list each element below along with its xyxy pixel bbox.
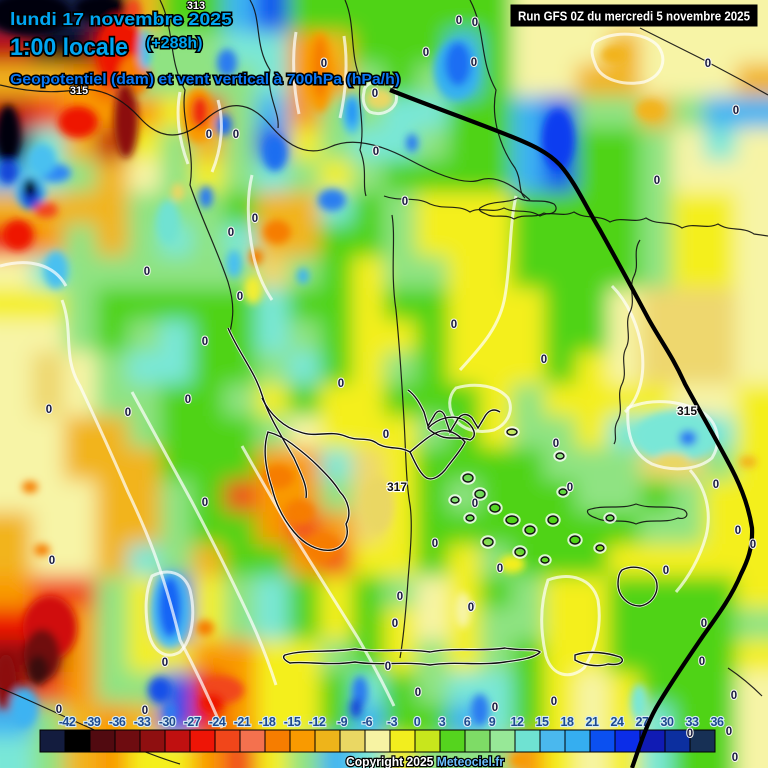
svg-text:313: 313 — [187, 0, 205, 12]
svg-text:3: 3 — [439, 715, 446, 729]
svg-text:-33: -33 — [134, 715, 151, 729]
svg-text:0: 0 — [471, 57, 477, 69]
svg-text:0: 0 — [713, 479, 719, 491]
svg-text:0: 0 — [233, 129, 239, 141]
svg-text:-36: -36 — [109, 715, 126, 729]
svg-text:0: 0 — [699, 656, 705, 668]
svg-text:0: 0 — [726, 726, 732, 738]
svg-text:0: 0 — [469, 601, 475, 613]
svg-text:0: 0 — [735, 525, 741, 537]
svg-text:0: 0 — [687, 728, 693, 740]
svg-text:0: 0 — [472, 17, 478, 29]
svg-text:317: 317 — [387, 480, 407, 494]
svg-text:0: 0 — [472, 498, 478, 510]
svg-text:0: 0 — [705, 58, 711, 70]
svg-text:0: 0 — [383, 429, 389, 441]
svg-text:0: 0 — [468, 602, 474, 614]
svg-text:0: 0 — [392, 618, 398, 630]
svg-text:21: 21 — [586, 715, 599, 729]
svg-text:-6: -6 — [362, 715, 373, 729]
svg-text:0: 0 — [56, 704, 62, 716]
svg-text:0: 0 — [497, 563, 503, 575]
svg-text:0: 0 — [252, 213, 258, 225]
svg-text:0: 0 — [228, 227, 234, 239]
svg-text:12: 12 — [511, 715, 524, 729]
svg-text:-9: -9 — [337, 715, 348, 729]
svg-text:-27: -27 — [184, 715, 201, 729]
svg-text:Geopotentiel (dam) et vent ver: Geopotentiel (dam) et vent vertical à 70… — [10, 71, 400, 88]
svg-text:0: 0 — [414, 715, 421, 729]
svg-text:Run GFS 0Z du mercredi 5 novem: Run GFS 0Z du mercredi 5 novembre 2025 — [518, 9, 750, 24]
svg-text:0: 0 — [567, 482, 573, 494]
svg-text:9: 9 — [489, 715, 496, 729]
svg-text:0: 0 — [202, 497, 208, 509]
svg-text:0: 0 — [732, 752, 738, 764]
svg-text:36: 36 — [711, 715, 724, 729]
svg-text:0: 0 — [402, 196, 408, 208]
svg-text:1:00 locale: 1:00 locale — [10, 34, 128, 61]
svg-text:0: 0 — [733, 105, 739, 117]
svg-text:0: 0 — [432, 538, 438, 550]
svg-text:315: 315 — [70, 85, 88, 97]
svg-text:0: 0 — [551, 696, 557, 708]
svg-text:33: 33 — [686, 715, 699, 729]
svg-text:24: 24 — [611, 715, 624, 729]
svg-text:15: 15 — [536, 715, 549, 729]
svg-text:0: 0 — [397, 591, 403, 603]
svg-text:0: 0 — [373, 146, 379, 158]
svg-text:0: 0 — [206, 129, 212, 141]
svg-text:-42: -42 — [59, 715, 76, 729]
svg-text:-3: -3 — [387, 715, 398, 729]
svg-text:0: 0 — [49, 555, 55, 567]
svg-text:0: 0 — [701, 618, 707, 630]
svg-text:0: 0 — [372, 88, 378, 100]
svg-text:0: 0 — [541, 354, 547, 366]
svg-text:-21: -21 — [234, 715, 251, 729]
svg-text:0: 0 — [456, 15, 462, 27]
svg-text:-12: -12 — [309, 715, 326, 729]
svg-text:0: 0 — [385, 661, 391, 673]
svg-text:30: 30 — [661, 715, 674, 729]
svg-text:0: 0 — [185, 394, 191, 406]
svg-text:Copyright 2025 Meteociel.fr: Copyright 2025 Meteociel.fr — [346, 754, 504, 768]
svg-text:-30: -30 — [159, 715, 176, 729]
svg-text:0: 0 — [338, 378, 344, 390]
svg-text:-15: -15 — [284, 715, 301, 729]
svg-text:0: 0 — [663, 565, 669, 577]
svg-text:0: 0 — [237, 291, 243, 303]
svg-text:-24: -24 — [209, 715, 226, 729]
svg-text:0: 0 — [46, 404, 52, 416]
svg-text:0: 0 — [423, 47, 429, 59]
svg-text:6: 6 — [464, 715, 471, 729]
svg-text:0: 0 — [553, 438, 559, 450]
svg-text:0: 0 — [750, 539, 756, 551]
svg-text:0: 0 — [731, 690, 737, 702]
svg-text:-39: -39 — [84, 715, 101, 729]
svg-text:0: 0 — [492, 702, 498, 714]
svg-text:0: 0 — [202, 336, 208, 348]
svg-text:-18: -18 — [259, 715, 276, 729]
svg-text:lundi 17 novembre 2025: lundi 17 novembre 2025 — [10, 9, 232, 29]
svg-text:18: 18 — [561, 715, 574, 729]
svg-text:0: 0 — [162, 657, 168, 669]
svg-text:0: 0 — [654, 175, 660, 187]
svg-text:0: 0 — [142, 705, 148, 717]
svg-text:0: 0 — [125, 407, 131, 419]
svg-text:315: 315 — [677, 404, 697, 418]
svg-text:0: 0 — [451, 319, 457, 331]
svg-text:(+288h): (+288h) — [146, 35, 202, 52]
svg-text:0: 0 — [321, 58, 327, 70]
svg-text:0: 0 — [415, 687, 421, 699]
svg-text:0: 0 — [144, 266, 150, 278]
